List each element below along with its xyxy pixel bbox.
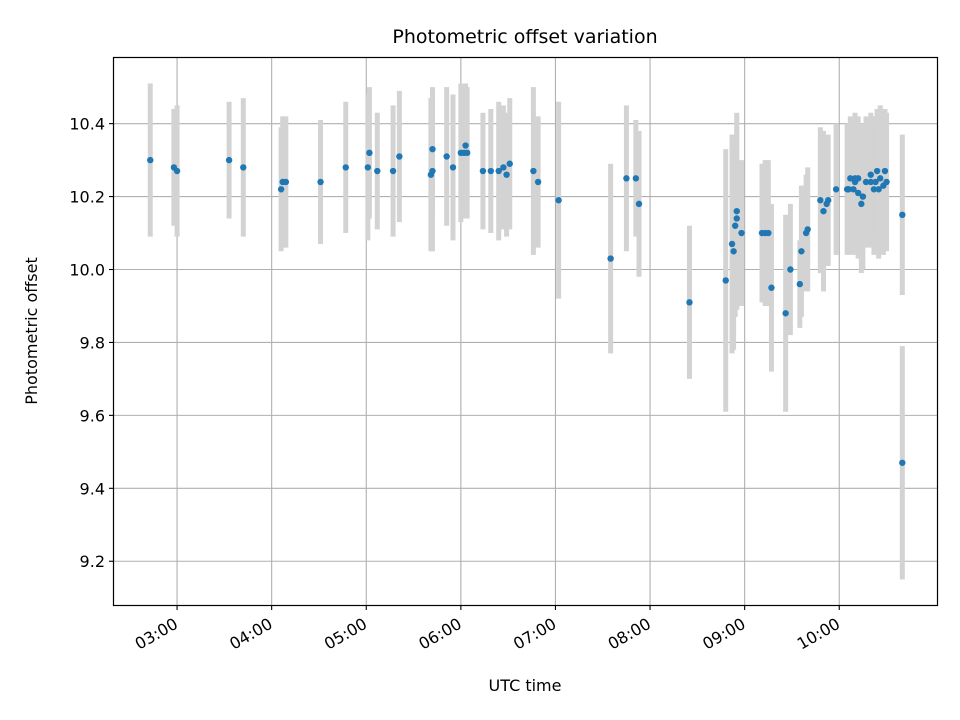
data-point [804,226,811,233]
data-point [429,145,436,153]
data-point [503,171,510,178]
data-point [738,229,745,237]
data-point [733,215,740,222]
data-point [728,240,736,248]
data-point [850,186,857,193]
data-point [768,284,775,291]
data-point [899,459,906,466]
y-axis-ticks: 9.2 9.4 9.6 9.8 10.0 10.2 10.4 [69,115,114,571]
data-point [867,171,874,178]
data-point [429,167,436,175]
data-point [873,167,881,175]
data-point [825,197,832,204]
data-point [623,175,630,182]
data-point [555,197,562,204]
data-point [731,222,739,229]
data-point [733,207,740,215]
data-point [635,200,643,208]
data-point [462,142,469,149]
data-point [495,167,502,175]
data-point [722,277,729,284]
y-tick-label: 9.6 [80,406,105,425]
data-point [366,149,373,157]
data-point [225,156,233,164]
data-point [817,197,824,204]
data-point [847,175,854,182]
y-tick-label: 10.0 [69,261,105,280]
chart-title: Photometric offset variation [392,26,657,48]
data-point [872,178,879,186]
data-point [730,248,737,255]
data-point [796,280,804,288]
data-point [534,178,542,186]
y-tick-label: 10.2 [69,188,105,207]
data-point [449,164,457,171]
data-point [506,160,513,167]
data-point [240,164,247,171]
plot-frame [112,56,939,607]
data-point [854,175,862,182]
data-point [854,189,862,197]
data-point [820,207,827,215]
y-tick-label: 10.4 [69,115,105,134]
data-point [870,186,878,193]
x-axis-title: UTC time [489,676,562,695]
data-point [858,200,865,208]
data-point [342,164,349,171]
data-point [875,186,882,193]
data-point [147,156,154,164]
data-point [798,248,805,255]
data-point [877,175,884,182]
data-point [607,255,614,262]
data-point [632,175,640,182]
data-point [845,186,852,193]
data-point [500,164,507,171]
data-point [479,167,487,175]
data-point [173,167,181,175]
data-point [282,178,290,186]
data-point [867,178,874,186]
data-points [147,142,906,466]
data-point [899,211,906,219]
data-point [782,310,789,317]
y-axis-title: Photometric offset [22,257,41,405]
y-tick-label: 9.8 [80,333,105,352]
data-point [443,153,450,160]
data-point [686,299,693,306]
data-point [487,167,495,175]
data-point [463,149,471,157]
data-point [530,167,537,175]
data-point [862,178,870,186]
data-point [317,178,324,186]
data-point [832,186,840,193]
data-point [374,167,381,175]
data-point [881,167,889,175]
data-point [389,167,397,175]
data-point [787,266,794,273]
data-point [396,153,403,160]
data-point [364,164,372,171]
data-point [765,229,772,237]
y-tick-label: 9.2 [80,552,105,571]
data-point [859,193,867,200]
data-point [277,186,285,193]
y-tick-label: 9.4 [80,479,105,498]
data-point [883,178,890,186]
